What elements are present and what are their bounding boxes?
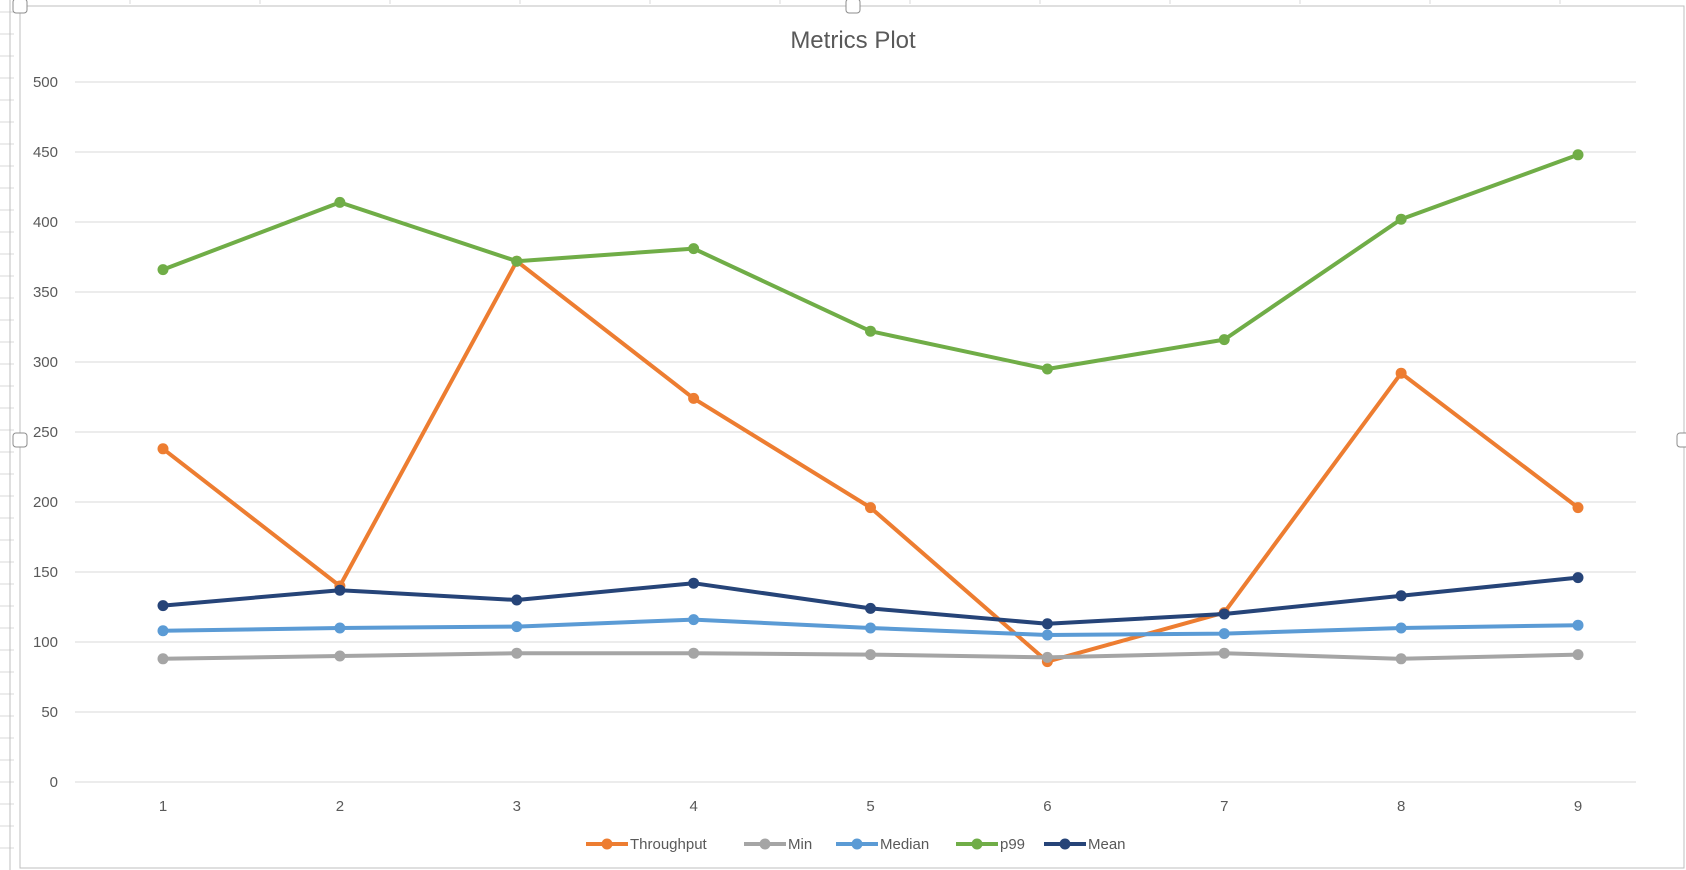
legend-entry[interactable]: Min <box>744 836 812 853</box>
data-point[interactable] <box>1041 363 1053 375</box>
data-point[interactable] <box>1041 618 1053 630</box>
chart-area[interactable] <box>16 4 1686 870</box>
series-p99-group[interactable] <box>157 149 1584 375</box>
y-tick-label: 200 <box>33 494 58 511</box>
x-tick-label: 4 <box>689 798 697 815</box>
x-tick-label: 3 <box>513 798 521 815</box>
data-point[interactable] <box>1572 619 1584 631</box>
data-point[interactable] <box>1041 629 1053 641</box>
data-point[interactable] <box>511 594 523 606</box>
data-point[interactable] <box>1218 334 1230 346</box>
legend-swatch-marker <box>971 838 983 850</box>
x-tick-label: 9 <box>1574 798 1582 815</box>
legend-swatch-marker <box>601 838 613 850</box>
series-line-throughput[interactable] <box>161 259 1580 664</box>
legend-swatch-marker <box>851 838 863 850</box>
data-point[interactable] <box>511 647 523 659</box>
y-tick-label: 0 <box>50 774 58 791</box>
resize-handle[interactable] <box>12 432 28 448</box>
x-tick-label: 2 <box>336 798 344 815</box>
data-point[interactable] <box>157 625 169 637</box>
legend-entry[interactable]: Throughput <box>586 836 708 853</box>
y-tick-label: 450 <box>33 144 58 161</box>
y-tick-label: 300 <box>33 354 58 371</box>
data-point[interactable] <box>1218 628 1230 640</box>
data-point[interactable] <box>865 622 876 634</box>
data-point[interactable] <box>334 622 346 634</box>
data-point[interactable] <box>1395 653 1407 665</box>
legend-label: Min <box>788 836 812 853</box>
legend-entry[interactable]: Median <box>836 836 929 853</box>
x-tick-label: 7 <box>1220 798 1228 815</box>
legend-entry[interactable]: Mean <box>1044 836 1126 853</box>
y-tick-label: 400 <box>33 214 58 231</box>
x-tick-label: 5 <box>866 798 874 815</box>
chart-border <box>19 5 1685 869</box>
data-point[interactable] <box>865 502 876 514</box>
chart-title: Metrics Plot <box>790 27 916 54</box>
series-mean-group[interactable] <box>157 572 1584 630</box>
series-median-group[interactable] <box>157 614 1584 641</box>
x-tick-label: 6 <box>1043 798 1051 815</box>
data-point[interactable] <box>511 621 523 633</box>
data-point[interactable] <box>1395 367 1407 379</box>
y-tick-label: 50 <box>41 704 58 721</box>
legend-label: p99 <box>1000 836 1025 853</box>
data-point[interactable] <box>1041 651 1053 663</box>
data-point[interactable] <box>1395 622 1407 634</box>
data-point[interactable] <box>688 243 700 255</box>
legend-entry[interactable]: p99 <box>956 836 1025 853</box>
data-point[interactable] <box>1572 502 1584 514</box>
data-point[interactable] <box>688 577 700 589</box>
y-tick-label: 100 <box>33 634 58 651</box>
data-point[interactable] <box>157 264 169 276</box>
data-point[interactable] <box>688 647 700 659</box>
data-point[interactable] <box>1395 213 1407 225</box>
series-min-group[interactable] <box>157 647 1584 665</box>
resize-handle[interactable] <box>12 0 28 14</box>
data-point[interactable] <box>1395 590 1407 602</box>
data-point[interactable] <box>334 584 346 596</box>
x-tick-label: 8 <box>1397 798 1405 815</box>
data-point[interactable] <box>1572 149 1584 161</box>
data-point[interactable] <box>1218 608 1230 620</box>
data-point[interactable] <box>688 392 700 404</box>
data-point[interactable] <box>1572 572 1584 584</box>
legend-swatch-marker <box>759 838 771 850</box>
y-tick-label: 150 <box>33 564 58 581</box>
legend-swatch-marker <box>1059 838 1071 850</box>
legend-label: Mean <box>1088 836 1126 853</box>
data-point[interactable] <box>157 443 169 455</box>
resize-handle[interactable] <box>1676 432 1686 448</box>
y-tick-label: 250 <box>33 424 58 441</box>
data-point[interactable] <box>865 325 876 337</box>
series-line-p99[interactable] <box>161 152 1580 371</box>
legend-label: Throughput <box>630 836 708 853</box>
legend-label: Median <box>880 836 929 853</box>
y-tick-label: 500 <box>33 74 58 91</box>
series-line-mean[interactable] <box>161 575 1580 626</box>
data-point[interactable] <box>1218 647 1230 659</box>
data-point[interactable] <box>157 653 169 665</box>
data-point[interactable] <box>511 255 523 267</box>
data-point[interactable] <box>334 650 346 662</box>
data-point[interactable] <box>865 649 876 661</box>
y-tick-label: 350 <box>33 284 58 301</box>
resize-handle[interactable] <box>845 0 861 14</box>
x-tick-label: 1 <box>159 798 167 815</box>
data-point[interactable] <box>865 602 876 614</box>
data-point[interactable] <box>688 614 700 626</box>
data-point[interactable] <box>334 196 346 208</box>
data-point[interactable] <box>1572 649 1584 661</box>
data-point[interactable] <box>157 600 169 612</box>
